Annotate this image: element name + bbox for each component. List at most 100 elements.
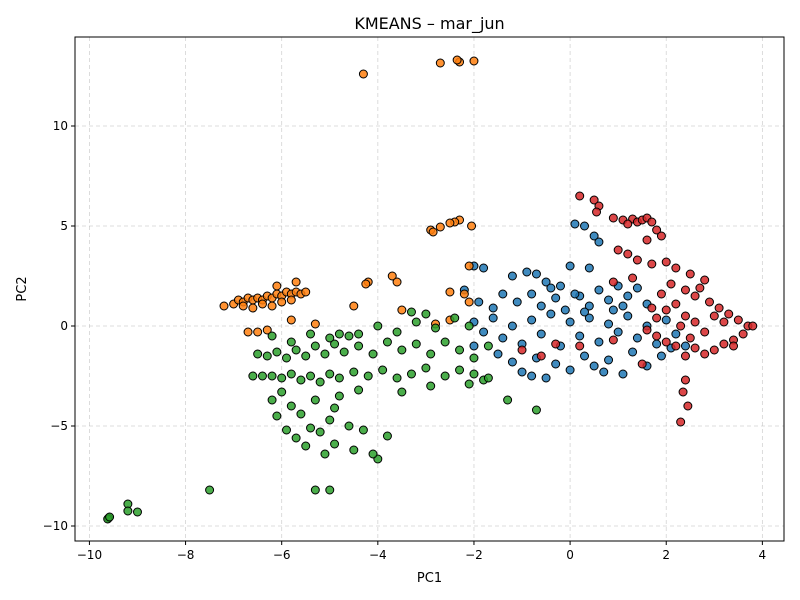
scatter-point	[527, 315, 537, 325]
scatter-point	[272, 411, 282, 421]
scatter-point	[488, 313, 498, 323]
scatter-point	[325, 485, 335, 495]
scatter-point	[671, 341, 681, 351]
scatter-point	[719, 339, 729, 349]
scatter-point	[455, 345, 465, 355]
scatter-point	[517, 345, 527, 355]
scatter-point	[291, 345, 301, 355]
scatter-point	[248, 303, 258, 313]
scatter-point	[661, 337, 671, 347]
scatter-point	[531, 405, 541, 415]
scatter-point	[733, 315, 743, 325]
y-tick-label: −5	[50, 419, 68, 433]
scatter-point	[272, 347, 282, 357]
scatter-point	[392, 373, 402, 383]
scatter-point	[421, 363, 431, 373]
scatter-point	[382, 337, 392, 347]
scatter-point	[632, 333, 642, 343]
scatter-point	[680, 341, 690, 351]
scatter-point	[594, 285, 604, 295]
scatter-point	[426, 381, 436, 391]
scatter-point	[604, 295, 614, 305]
scatter-point	[277, 373, 287, 383]
scatter-point	[536, 301, 546, 311]
scatter-point	[469, 56, 479, 66]
x-tick-label: 2	[662, 548, 670, 562]
scatter-point	[584, 301, 594, 311]
scatter-point	[459, 289, 469, 299]
scatter-point	[325, 415, 335, 425]
scatter-point	[267, 301, 277, 311]
scatter-point	[349, 301, 359, 311]
scatter-point	[536, 351, 546, 361]
data-points	[103, 55, 758, 524]
scatter-point	[301, 287, 311, 297]
scatter-point	[243, 327, 253, 337]
scatter-point	[560, 305, 570, 315]
scatter-point	[378, 365, 388, 375]
scatter-point	[512, 297, 522, 307]
scatter-point	[678, 387, 688, 397]
scatter-point	[411, 339, 421, 349]
scatter-point	[709, 345, 719, 355]
scatter-point	[652, 313, 662, 323]
x-tick-label: −4	[369, 548, 387, 562]
scatter-point	[301, 351, 311, 361]
scatter-point	[666, 279, 676, 289]
scatter-point	[551, 339, 561, 349]
scatter-point	[589, 361, 599, 371]
scatter-point	[589, 231, 599, 241]
y-tick-label: −10	[43, 519, 68, 533]
scatter-point	[286, 337, 296, 347]
scatter-point	[613, 327, 623, 337]
scatter-point	[330, 439, 340, 449]
scatter-point	[671, 263, 681, 273]
scatter-point	[310, 341, 320, 351]
scatter-point	[656, 351, 666, 361]
y-axis-ticks: −10 −5 0 5 10	[43, 119, 75, 533]
scatter-point	[551, 293, 561, 303]
scatter-point	[604, 319, 614, 329]
scatter-point	[623, 291, 633, 301]
scatter-point	[392, 277, 402, 287]
scatter-point	[450, 313, 460, 323]
y-axis-label: PC2	[15, 276, 30, 301]
scatter-point	[105, 512, 115, 522]
scatter-point	[445, 218, 455, 228]
scatter-point	[714, 303, 724, 313]
scatter-point	[325, 333, 335, 343]
scatter-point	[281, 353, 291, 363]
plot-frame	[74, 36, 785, 542]
scatter-point	[320, 349, 330, 359]
scatter-point	[262, 325, 272, 335]
scatter-point	[493, 349, 503, 359]
scatter-point	[257, 299, 267, 309]
scatter-point	[608, 335, 618, 345]
scatter-point	[368, 349, 378, 359]
scatter-point	[257, 371, 267, 381]
scatter-point	[680, 285, 690, 295]
scatter-point	[354, 329, 364, 339]
scatter-point	[306, 371, 316, 381]
scatter-point	[253, 327, 263, 337]
scatter-point	[565, 261, 575, 271]
scatter-point	[354, 341, 364, 351]
scatter-point	[628, 347, 638, 357]
scatter-point	[291, 277, 301, 287]
scatter-point	[700, 327, 710, 337]
scatter-point	[281, 425, 291, 435]
scatter-point	[334, 373, 344, 383]
scatter-point	[421, 309, 431, 319]
scatter-point	[652, 339, 662, 349]
scatter-point	[551, 359, 561, 369]
scatter-point	[724, 309, 734, 319]
scatter-point	[584, 313, 594, 323]
scatter-point	[469, 369, 479, 379]
scatter-point	[426, 349, 436, 359]
scatter-point	[354, 385, 364, 395]
scatter-point	[647, 303, 657, 313]
scatter-point	[339, 347, 349, 357]
scatter-point	[483, 341, 493, 351]
scatter-point	[349, 367, 359, 377]
x-tick-label: −10	[77, 548, 102, 562]
